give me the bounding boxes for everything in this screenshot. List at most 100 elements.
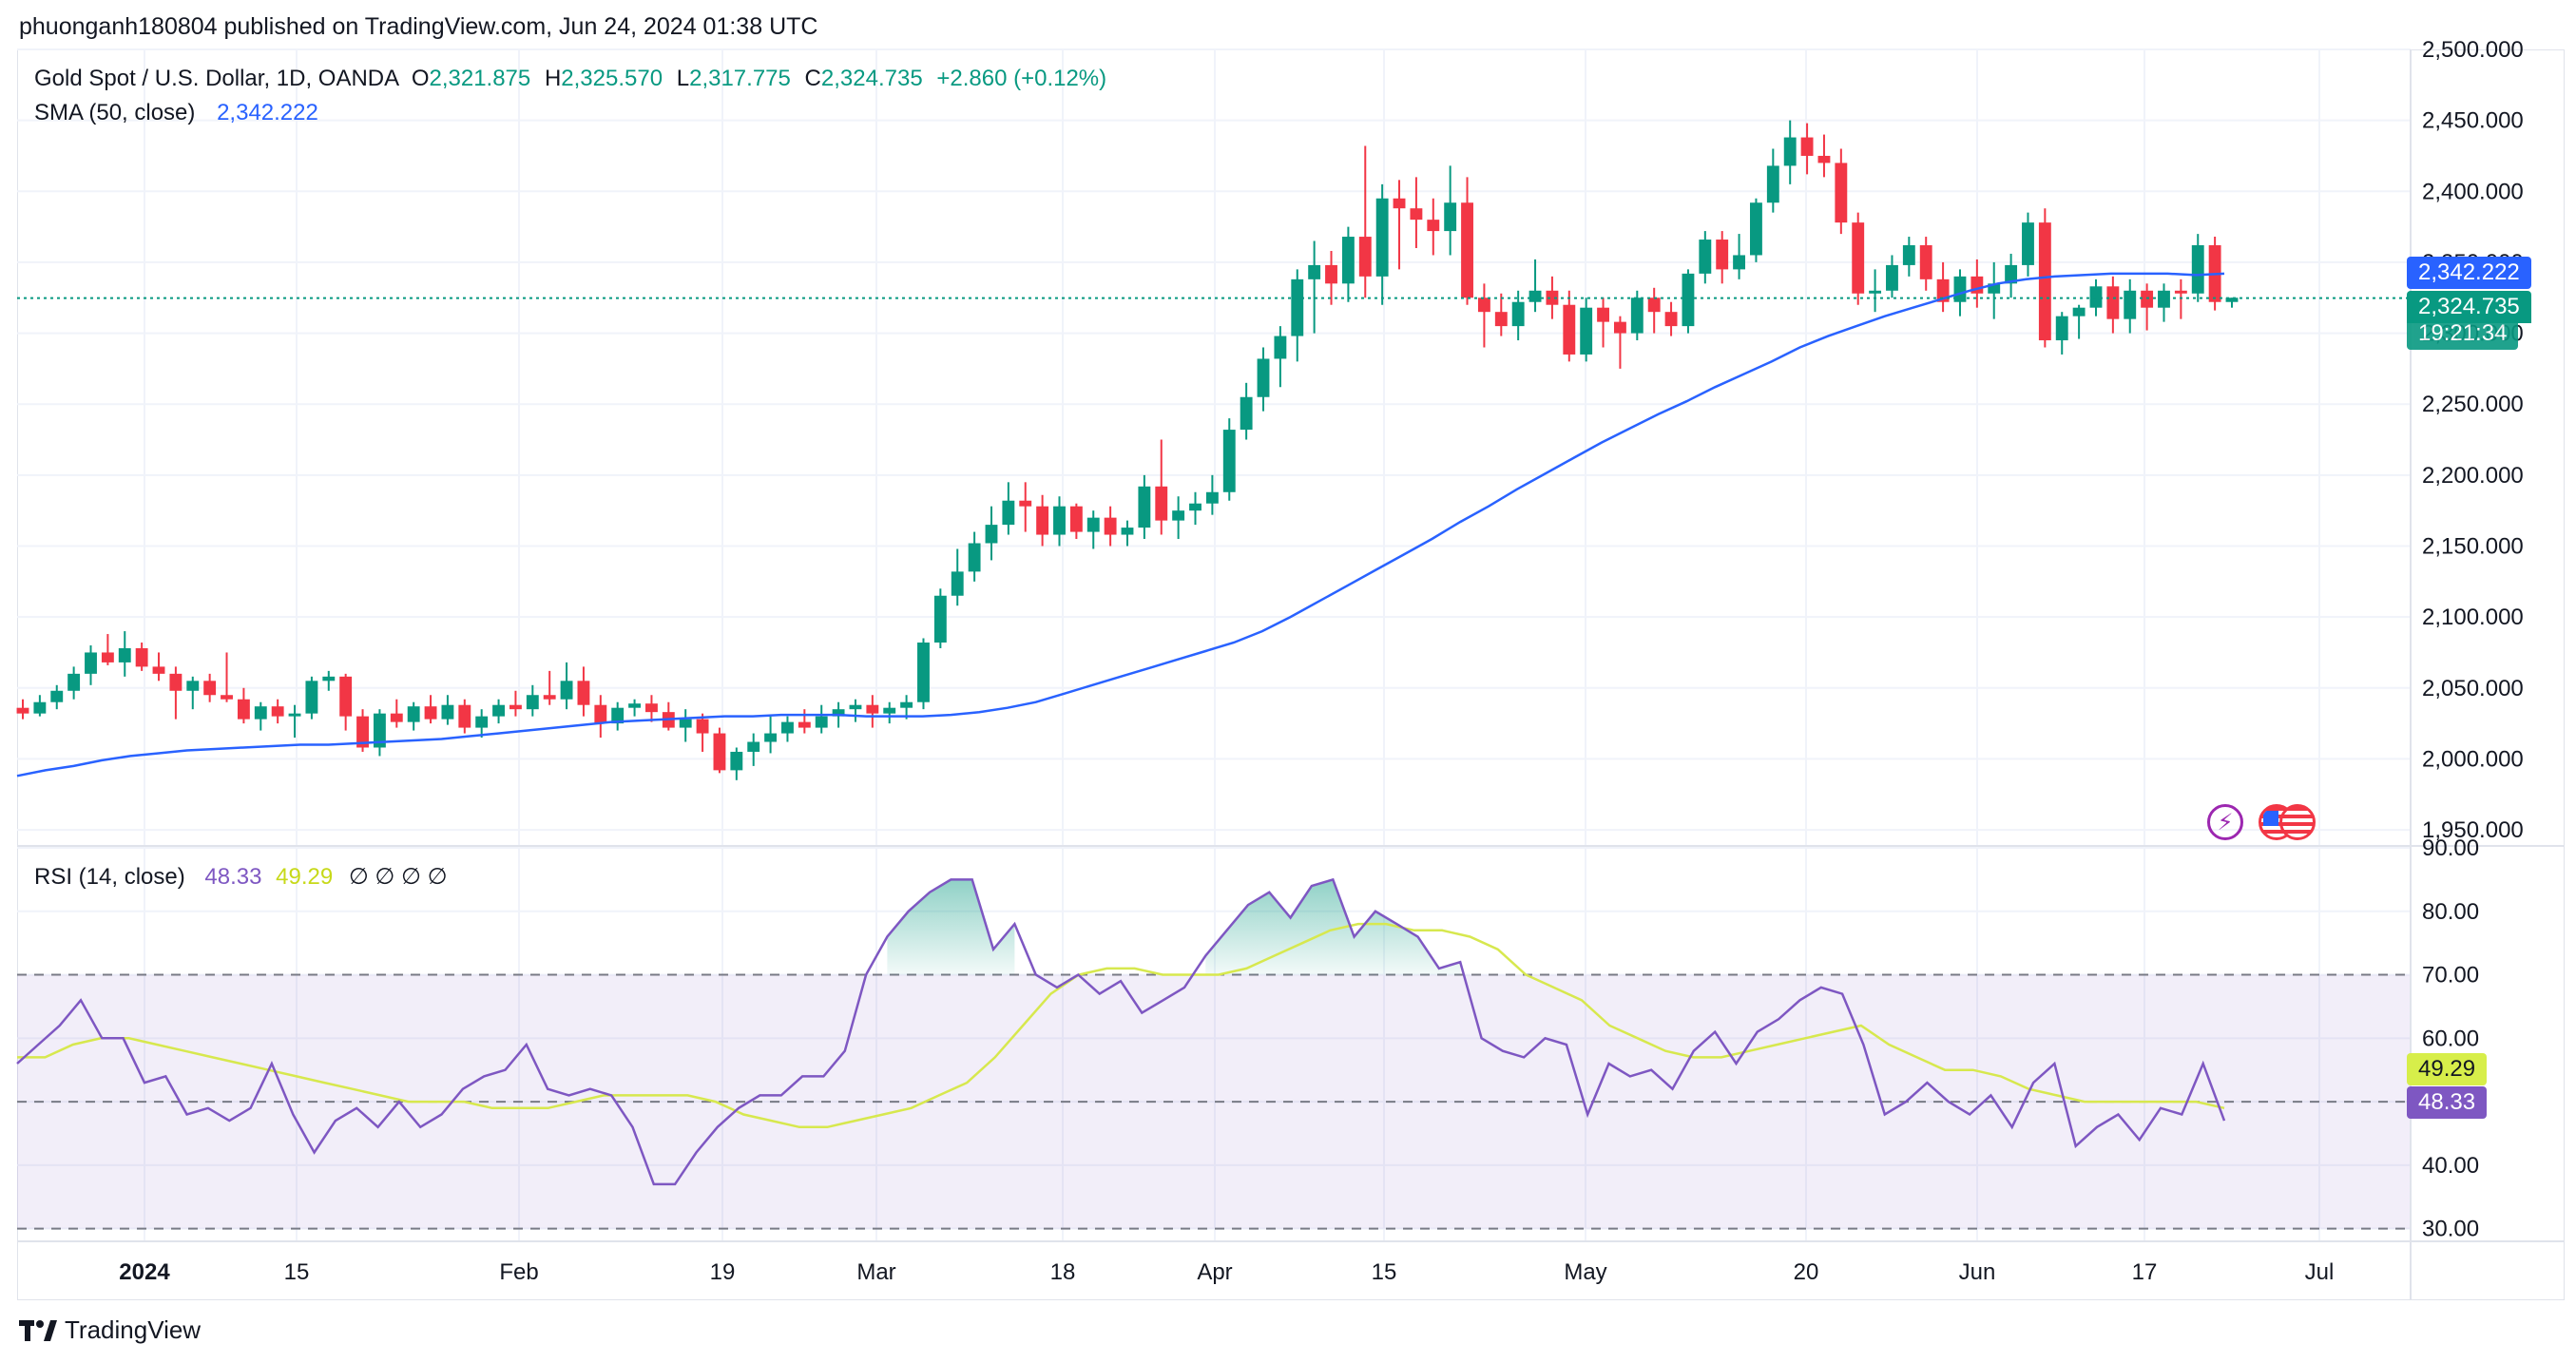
candle-body — [1613, 321, 1626, 334]
rsi-tick-label: 70.00 — [2422, 963, 2479, 989]
rsi-value: 48.33 — [204, 864, 262, 890]
candle-body — [1274, 336, 1287, 359]
candle-body — [1222, 430, 1236, 492]
candle-body — [645, 703, 658, 713]
time-tick-label: 15 — [1372, 1259, 1397, 1285]
rsi-legend[interactable]: RSI (14, close) 48.33 49.29 ∅ ∅ ∅ ∅ — [34, 863, 448, 892]
candle-body — [1375, 198, 1389, 277]
sma-label: SMA (50, close) — [34, 100, 196, 125]
candle-body — [441, 704, 454, 720]
time-tick-label: Feb — [499, 1259, 538, 1285]
countdown-tag: 19:21:34 — [2407, 317, 2519, 350]
sma-line — [16, 272, 2225, 777]
candle-body — [1291, 278, 1304, 336]
candle-body — [2106, 286, 2120, 319]
price-tick-label: 2,450.000 — [2422, 108, 2524, 134]
time-tick-label: Jun — [1959, 1259, 1996, 1285]
candle-body — [424, 706, 437, 720]
candle-body — [985, 525, 998, 544]
candle-body — [1121, 528, 1134, 535]
rsi-overbought-area — [1205, 879, 1461, 975]
candle-body — [1325, 264, 1337, 284]
low-value: 2,317.775 — [689, 66, 791, 91]
candle-body — [1580, 307, 1593, 355]
price-axis-labels: 2,500.0002,450.0002,400.0002,350.0002,30… — [2422, 37, 2524, 843]
candle-body — [917, 643, 930, 702]
candle-body — [526, 695, 539, 710]
candle-body — [1155, 486, 1168, 521]
candle-body — [271, 706, 284, 717]
candle-body — [883, 707, 896, 714]
candle-body — [1647, 298, 1661, 313]
rsi-tick-label: 60.00 — [2422, 1026, 2479, 1051]
candle-body — [1341, 237, 1355, 284]
candle-body — [509, 704, 522, 710]
time-tick-label: Apr — [1197, 1259, 1232, 1285]
rsi-overbought-area — [887, 879, 1015, 975]
candle-body — [594, 704, 607, 724]
candle-body — [866, 704, 879, 714]
sma-value: 2,342.222 — [217, 100, 318, 125]
rsi-tag: 48.33 — [2407, 1086, 2488, 1119]
candle-body — [1936, 278, 1950, 302]
candle-body — [1494, 312, 1508, 327]
candle-body — [1427, 220, 1440, 232]
candle-body — [1988, 283, 2001, 294]
candle-body — [560, 681, 573, 700]
candle-body — [2055, 316, 2068, 341]
candle-body — [951, 571, 964, 596]
candle-body — [2141, 290, 2154, 308]
candle-body — [475, 716, 489, 728]
candle-body — [933, 595, 947, 643]
candle-body — [730, 751, 743, 771]
sma-legend[interactable]: SMA (50, close) 2,342.222 — [34, 99, 318, 127]
time-tick-label: May — [1564, 1259, 1606, 1285]
candle-body — [1597, 307, 1609, 322]
candle-body — [611, 707, 625, 724]
candle-body — [221, 695, 233, 700]
candle-body — [577, 681, 590, 705]
candle-body — [305, 681, 318, 714]
price-tick-label: 1,950.000 — [2422, 817, 2524, 843]
time-axis-labels: 2024 15 Feb 19 Mar 18 Apr 15 May 20 Jun 17 Jul — [119, 1259, 2334, 1285]
candle-body — [1393, 198, 1406, 209]
rsi-ma-tag: 49.29 — [2407, 1053, 2488, 1085]
candle-body — [696, 719, 709, 734]
time-tick-label: 20 — [1794, 1259, 1819, 1285]
low-label: L — [676, 66, 690, 91]
rsi-line — [16, 877, 2226, 1186]
candle-body — [815, 716, 828, 728]
tradingview-logo[interactable]: TradingView — [19, 1315, 201, 1345]
rsi-band-fill — [17, 974, 2411, 1229]
publish-line: phuonganh180804 published on TradingView… — [19, 13, 818, 40]
candles — [16, 120, 2239, 780]
candle-body — [1069, 506, 1083, 532]
candle-body — [356, 716, 369, 748]
candle-body — [1528, 290, 1542, 302]
candle-body — [747, 741, 760, 752]
candle-body — [1886, 264, 1898, 291]
candle-body — [1104, 517, 1117, 535]
candle-body — [152, 666, 165, 674]
candle-body — [1240, 396, 1253, 431]
rsi-tick-label: 90.00 — [2422, 835, 2479, 861]
main-legend[interactable]: Gold Spot / U.S. Dollar, 1D, OANDA O2,32… — [34, 65, 1106, 93]
candle-body — [1477, 298, 1490, 313]
candle-body — [390, 713, 403, 722]
close-value: 2,324.735 — [820, 66, 923, 91]
candle-body — [1563, 304, 1576, 355]
candle-body — [849, 704, 862, 710]
us-flag-icon[interactable] — [2279, 804, 2316, 840]
time-tick-label: 17 — [2132, 1259, 2158, 1285]
candle-body — [968, 543, 981, 572]
lightning-icon[interactable]: ⚡ — [2207, 804, 2243, 840]
grid — [17, 48, 2411, 1241]
candle-body — [1358, 237, 1372, 277]
candle-body — [407, 706, 420, 722]
candle-body — [900, 701, 913, 708]
candle-body — [2089, 286, 2103, 308]
candle-body — [288, 713, 301, 717]
candle-body — [713, 733, 726, 771]
